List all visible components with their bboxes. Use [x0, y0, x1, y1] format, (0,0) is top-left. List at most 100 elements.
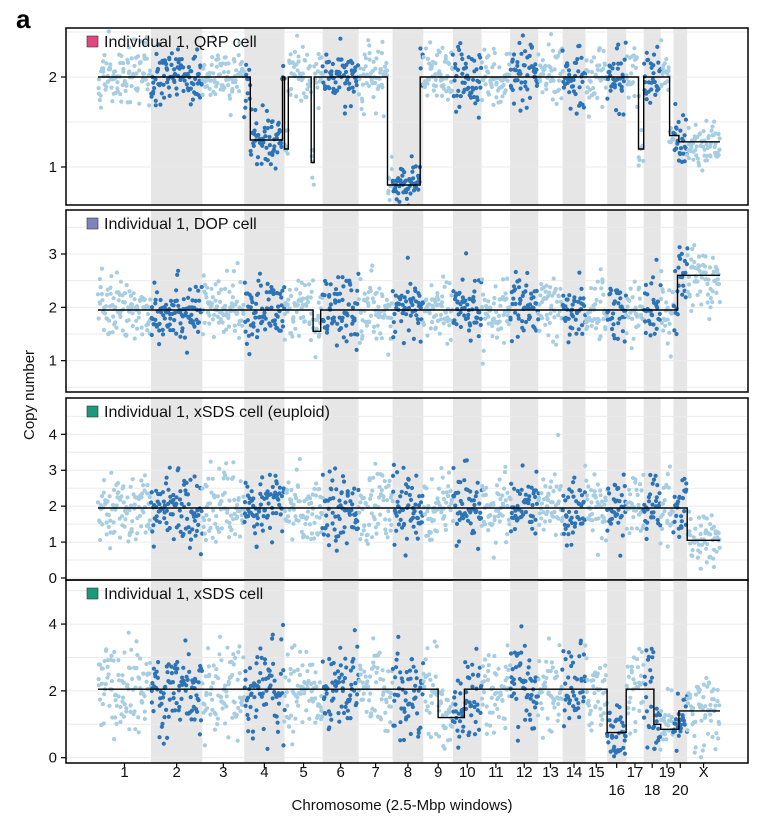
- data-point: [118, 719, 123, 725]
- data-point: [141, 71, 146, 76]
- data-point: [155, 67, 160, 72]
- data-point: [348, 282, 353, 287]
- data-point: [392, 311, 397, 317]
- data-point: [137, 101, 142, 106]
- data-point: [581, 499, 586, 504]
- data-point: [551, 276, 556, 281]
- data-point: [413, 683, 418, 688]
- data-point: [147, 526, 152, 531]
- data-point: [569, 542, 574, 547]
- data-point: [429, 537, 434, 542]
- data-point: [688, 695, 693, 701]
- data-point: [570, 689, 576, 694]
- data-point: [207, 321, 212, 326]
- data-point: [631, 515, 636, 520]
- data-point: [398, 738, 403, 743]
- data-point: [614, 46, 620, 51]
- data-point: [566, 650, 572, 655]
- data-point: [522, 63, 527, 68]
- data-point: [207, 86, 212, 91]
- data-point: [561, 293, 566, 298]
- data-point: [544, 283, 549, 288]
- data-point: [483, 492, 488, 497]
- data-point: [573, 317, 578, 322]
- data-point: [160, 332, 166, 337]
- data-point: [555, 718, 560, 723]
- data-point: [589, 323, 594, 328]
- data-point: [699, 718, 704, 723]
- data-point: [409, 657, 415, 662]
- data-point: [101, 66, 106, 71]
- data-point: [188, 86, 193, 91]
- data-point: [309, 289, 314, 294]
- data-point: [632, 46, 637, 51]
- data-point: [341, 284, 346, 289]
- data-point: [409, 180, 414, 185]
- data-point: [213, 521, 218, 526]
- data-point: [395, 470, 400, 475]
- data-point: [595, 671, 601, 676]
- data-point: [142, 709, 147, 714]
- data-point: [267, 143, 272, 148]
- data-point: [566, 523, 571, 528]
- data-point: [527, 315, 533, 320]
- data-point: [569, 654, 574, 659]
- data-point: [711, 556, 716, 561]
- data-point: [633, 480, 638, 485]
- data-point: [471, 498, 476, 503]
- data-point: [280, 324, 286, 329]
- data-point: [211, 334, 216, 340]
- data-point: [355, 301, 360, 306]
- data-point: [690, 548, 695, 553]
- data-point: [406, 714, 411, 719]
- data-point: [377, 484, 382, 490]
- data-point: [136, 715, 141, 720]
- data-point: [102, 53, 107, 58]
- data-point: [567, 509, 572, 514]
- data-point: [472, 530, 477, 535]
- data-point: [316, 51, 321, 57]
- data-point: [182, 335, 187, 340]
- data-point: [114, 270, 119, 275]
- data-point: [603, 85, 609, 90]
- data-point: [634, 657, 640, 662]
- data-point: [636, 323, 641, 328]
- data-point: [333, 287, 339, 292]
- data-point: [256, 278, 261, 283]
- data-point: [703, 713, 708, 718]
- data-point: [624, 526, 629, 531]
- data-point: [678, 146, 684, 151]
- data-point: [97, 697, 103, 702]
- data-point: [232, 59, 237, 64]
- data-point: [326, 59, 332, 64]
- data-point: [426, 731, 431, 736]
- data-point: [387, 695, 393, 700]
- data-point: [626, 674, 632, 679]
- data-point: [313, 670, 318, 675]
- data-point: [708, 718, 714, 723]
- data-point: [334, 343, 339, 348]
- data-point: [446, 470, 452, 475]
- data-point: [125, 495, 130, 500]
- data-point: [549, 32, 554, 37]
- data-point: [306, 678, 311, 684]
- data-point: [556, 313, 561, 318]
- data-point: [614, 717, 619, 722]
- data-point: [424, 486, 429, 491]
- data-point: [593, 302, 598, 307]
- data-point: [579, 493, 585, 498]
- data-point: [570, 326, 575, 331]
- data-point: [502, 340, 507, 345]
- data-point: [305, 515, 310, 520]
- data-point: [418, 725, 423, 730]
- data-point: [612, 744, 617, 749]
- data-point: [185, 677, 190, 683]
- data-point: [598, 493, 603, 498]
- data-point: [640, 699, 646, 704]
- data-point: [363, 674, 368, 679]
- y-axis-title: Copy number: [21, 350, 38, 440]
- data-point: [571, 494, 576, 499]
- data-point: [203, 674, 208, 679]
- data-point: [161, 82, 166, 87]
- data-point: [101, 327, 106, 333]
